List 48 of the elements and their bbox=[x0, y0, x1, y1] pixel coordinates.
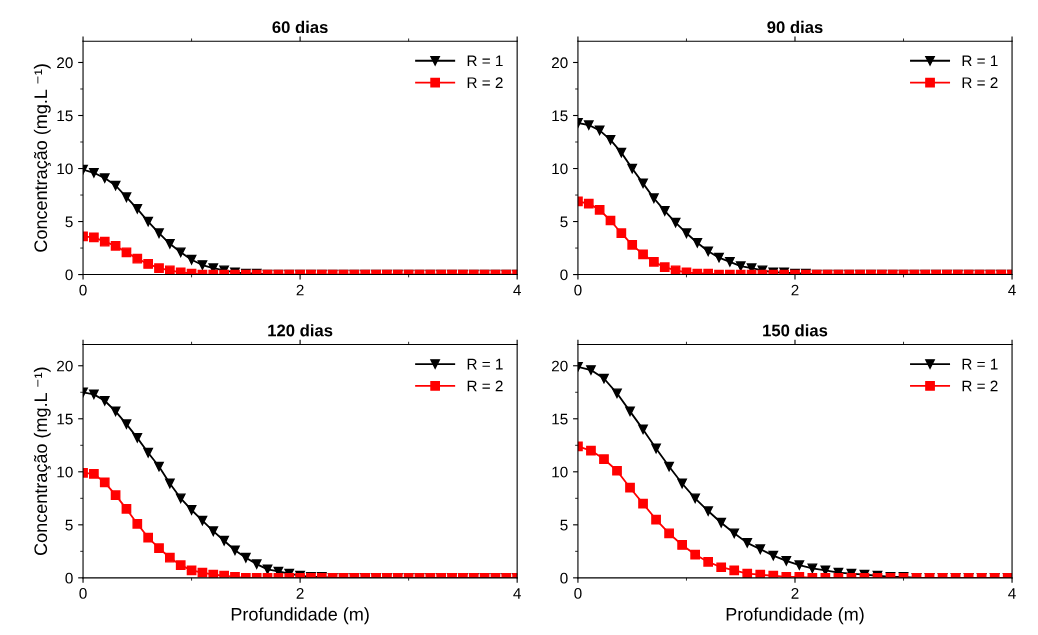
y-tick-label: 0 bbox=[560, 269, 568, 281]
chart-title: 120 dias bbox=[268, 324, 333, 337]
y-tick-label: 5 bbox=[560, 216, 568, 228]
x-tick-label: 4 bbox=[513, 284, 521, 296]
legend-label: R = 1 bbox=[962, 358, 998, 370]
y-tick-label: 5 bbox=[65, 519, 73, 531]
x-tick-label: 2 bbox=[791, 587, 799, 599]
y-tick-label: 15 bbox=[57, 413, 73, 425]
chart-title: 150 dias bbox=[763, 324, 828, 337]
x-tick-label: 0 bbox=[574, 587, 582, 599]
x-tick-label: 4 bbox=[513, 588, 521, 599]
x-tick-label: 2 bbox=[296, 587, 304, 599]
y-tick-label: 10 bbox=[552, 466, 568, 478]
y-tick-label: 10 bbox=[57, 163, 73, 175]
x-tick-label: 4 bbox=[1008, 284, 1016, 296]
legend-label: R = 2 bbox=[962, 380, 998, 392]
y-tick-label: 0 bbox=[65, 572, 73, 584]
y-tick-label: 5 bbox=[65, 216, 73, 228]
y-tick-label: 10 bbox=[57, 466, 73, 478]
x-tick-label: 2 bbox=[791, 284, 799, 296]
y-tick-label: 10 bbox=[552, 163, 568, 175]
x-axis-title: Profundidade (m) bbox=[726, 607, 864, 625]
chart-title: 90 dias bbox=[767, 20, 823, 34]
x-tick-label: 2 bbox=[296, 284, 304, 296]
x-tick-label: 4 bbox=[1008, 588, 1016, 599]
x-tick-label: 0 bbox=[79, 284, 87, 296]
y-tick-label: 20 bbox=[57, 360, 73, 372]
x-axis-title: Profundidade (m) bbox=[231, 607, 369, 625]
legend-label: R = 1 bbox=[467, 55, 503, 67]
y-tick-label: 0 bbox=[560, 572, 568, 584]
y-axis-title: Concentração (mg.L ⁻¹) bbox=[33, 367, 51, 556]
chart-title: 60 dias bbox=[272, 20, 328, 34]
y-tick-label: 15 bbox=[552, 110, 568, 122]
legend-label: R = 2 bbox=[467, 77, 503, 88]
y-tick-label: 15 bbox=[57, 110, 73, 122]
y-tick-label: 20 bbox=[57, 57, 73, 69]
legend-label: R = 2 bbox=[962, 77, 998, 88]
legend-label: R = 1 bbox=[467, 358, 503, 370]
x-tick-label: 0 bbox=[79, 587, 87, 599]
y-axis-title: Concentração (mg.L ⁻¹) bbox=[33, 64, 51, 252]
y-tick-label: 5 bbox=[560, 519, 568, 531]
legend-label: R = 2 bbox=[467, 380, 503, 392]
y-tick-label: 0 bbox=[65, 269, 73, 281]
x-tick-label: 0 bbox=[574, 284, 582, 296]
legend-label: R = 1 bbox=[962, 55, 998, 67]
y-tick-label: 20 bbox=[551, 57, 568, 69]
y-tick-label: 15 bbox=[552, 413, 568, 425]
y-tick-label: 20 bbox=[551, 360, 568, 372]
